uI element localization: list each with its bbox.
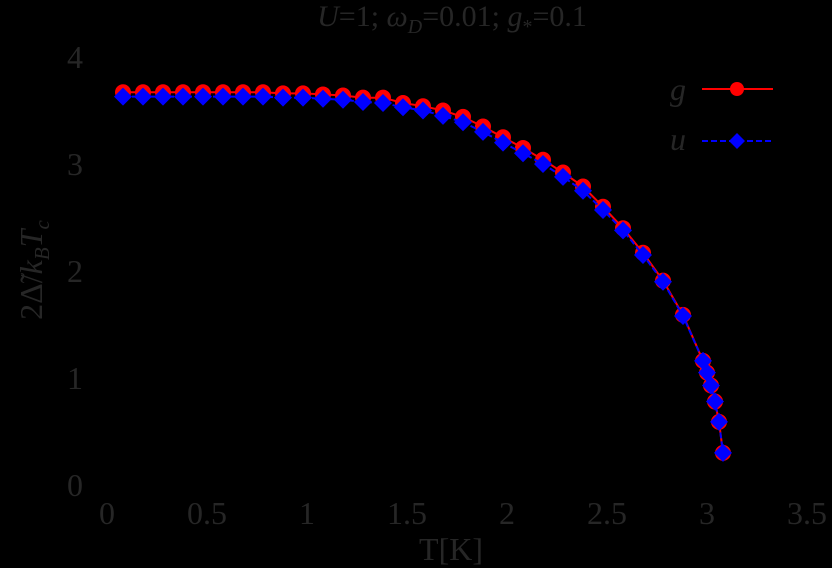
data-point [494,133,512,152]
data-point [354,92,372,111]
legend-entry-g: g [670,71,773,107]
data-point [714,443,732,462]
data-point [454,113,472,132]
data-point [514,144,532,163]
y-tick-label: 3 [67,146,83,182]
data-point [634,245,652,264]
data-point [114,87,132,106]
chart-title: U=1; ωD=0.01; g*=0.1 [317,0,587,38]
x-axis-label: T[K] [419,531,483,567]
data-point [614,221,632,240]
data-point [394,98,412,117]
data-point [254,87,272,106]
data-point [234,87,252,106]
y-tick-label: 0 [67,467,83,503]
circle-marker-icon [730,82,744,96]
data-point [214,87,232,106]
data-point [474,122,492,141]
x-tick-label: 3.5 [787,495,827,531]
y-tick-label: 1 [67,360,83,396]
plot-area [114,84,732,462]
x-tick-label: 2.5 [587,495,627,531]
series-u [114,87,732,462]
x-tick-label: 0 [99,495,115,531]
diamond-marker-icon [729,133,745,149]
data-point [674,306,692,325]
y-tick-labels: 0 1 2 3 4 [67,39,83,503]
data-point [706,392,724,411]
y-tick-label: 2 [67,253,83,289]
data-point [134,87,152,106]
data-point [414,101,432,120]
legend-entry-u: u [670,121,773,157]
y-axis-label: 2Δ̃/kBTc [13,220,54,320]
y-tick-label: 4 [67,39,83,75]
data-point [594,201,612,220]
data-point [574,181,592,200]
data-point [434,106,452,125]
data-point [294,88,312,107]
x-tick-label: 1.5 [387,495,427,531]
data-point [654,272,672,291]
legend-label-u: u [670,121,686,157]
x-tick-label: 0.5 [187,495,227,531]
data-point [314,89,332,108]
svg-text:2Δ̃/kBTc: 2Δ̃/kBTc [13,220,54,320]
x-tick-labels: 0 0.5 1 1.5 2 2.5 3 3.5 [99,495,827,531]
data-point [194,87,212,106]
data-point [554,167,572,186]
data-point [374,94,392,113]
data-point [534,155,552,173]
data-point [334,90,352,109]
x-tick-label: 2 [499,495,515,531]
data-point [710,412,728,431]
data-point [702,376,720,395]
data-point [174,87,192,106]
data-point [154,87,172,106]
x-tick-label: 3 [699,495,715,531]
legend-label-g: g [670,71,686,107]
legend: g u [670,71,773,157]
data-point [274,88,292,107]
x-tick-label: 1 [299,495,315,531]
